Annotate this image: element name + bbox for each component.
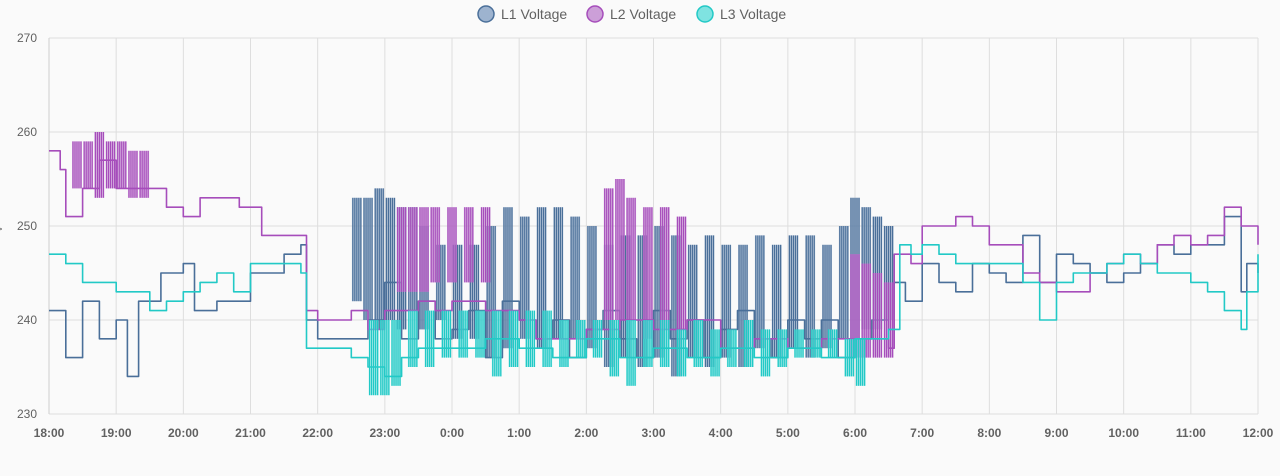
x-tick-label: 11:00 [1176,426,1206,440]
x-tick-label: 19:00 [101,426,132,440]
y-tick-label: 230 [17,407,37,421]
legend-label-3: L3 Voltage [720,6,786,22]
x-tick-label: 12:00 [1243,426,1274,440]
x-tick-label: 9:00 [1044,426,1068,440]
x-tick-label: 21:00 [235,426,266,440]
legend-swatch-2 [586,5,604,23]
x-tick-label: 2:00 [574,426,598,440]
x-tick-label: 23:00 [369,426,400,440]
y-tick-label: 250 [17,219,37,233]
legend-label-2: L2 Voltage [610,6,676,22]
legend-swatch-1 [477,5,495,23]
x-tick-label: 8:00 [977,426,1001,440]
x-tick-label: 10:00 [1108,426,1139,440]
x-tick-label: 18:00 [34,426,65,440]
legend: L1 Voltage L2 Voltage L3 Voltage [477,5,786,23]
legend-label-1: L1 Voltage [501,6,567,22]
series-3-group [49,244,1259,396]
series-3-line [49,244,1259,378]
x-tick-label: 4:00 [709,426,733,440]
x-tick-label: 1:00 [507,426,531,440]
x-tick-label: 20:00 [168,426,199,440]
x-tick-label: 0:00 [440,426,464,440]
series-2-group [49,132,1259,358]
y-axis-label: V [0,225,5,232]
y-tick-label: 260 [17,125,37,139]
y-tick-label: 270 [17,31,37,45]
x-tick-label: 3:00 [641,426,665,440]
x-tick-label: 5:00 [776,426,800,440]
x-tick-label: 6:00 [843,426,867,440]
y-tick-label: 240 [17,313,37,327]
legend-swatch-3 [696,5,714,23]
x-tick-label: 7:00 [910,426,934,440]
x-tick-label: 22:00 [302,426,333,440]
